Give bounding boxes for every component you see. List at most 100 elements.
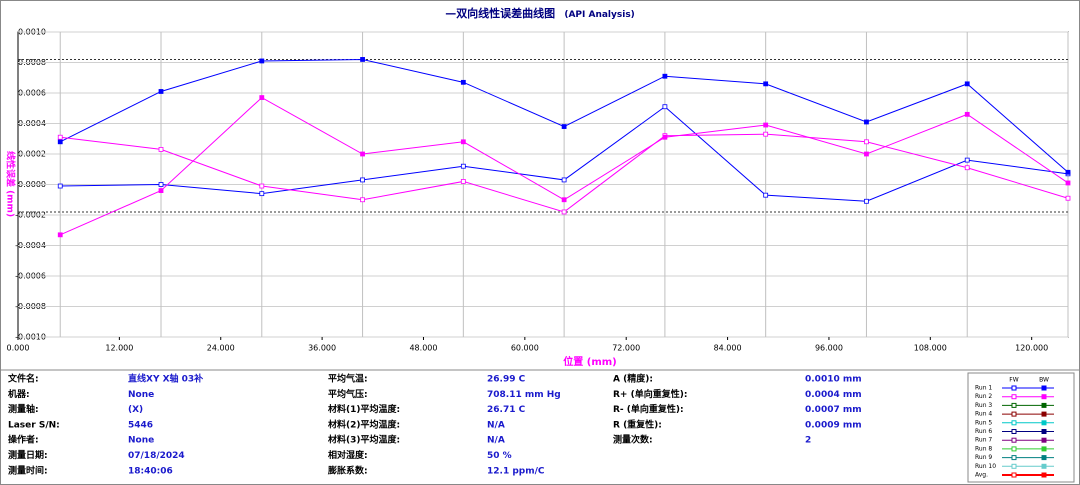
data-point: [864, 151, 869, 157]
legend-marker: [1041, 411, 1047, 417]
data-point: [460, 79, 466, 85]
info-value: N/A: [487, 436, 505, 446]
legend-label: Run 3: [975, 402, 992, 409]
legend-marker: [1011, 420, 1017, 426]
info-label: 膨胀系数:: [327, 464, 368, 476]
x-tick-label: 120.000: [1015, 344, 1048, 353]
info-value: 0.0009 mm: [805, 420, 862, 430]
data-point: [259, 191, 265, 197]
x-tick-label: 12.000: [105, 344, 133, 353]
data-point: [460, 163, 466, 169]
x-tick-label: 72.000: [612, 344, 640, 353]
legend-marker: [1041, 429, 1047, 434]
info-label: 材料(1)平均温度:: [327, 403, 400, 415]
data-point: [1065, 180, 1071, 186]
data-point: [57, 232, 63, 238]
legend-label: Run 6: [975, 428, 992, 435]
info-label: 材料(3)平均温度:: [327, 434, 400, 446]
legend-marker: [1011, 455, 1017, 461]
data-point: [763, 192, 769, 198]
data-point: [57, 183, 63, 189]
data-point: [158, 188, 164, 194]
legend-marker: [1041, 420, 1047, 426]
info-value: 0.0004 mm: [805, 390, 862, 400]
legend-marker: [1011, 429, 1017, 434]
data-point: [360, 197, 365, 203]
data-point: [864, 139, 869, 145]
legend-label: Run 9: [975, 454, 992, 461]
legend-marker: [1041, 394, 1047, 400]
info-label: 平均气温:: [328, 373, 368, 385]
info-label: 机器:: [8, 388, 30, 400]
data-point: [561, 177, 567, 183]
x-tick-label: 96.000: [815, 344, 843, 353]
info-value: 2: [805, 436, 811, 446]
info-value: 0.0010 mm: [805, 375, 862, 385]
legend-label: Run 8: [975, 445, 992, 452]
data-point: [259, 58, 265, 64]
info-label: Laser S/N:: [8, 420, 60, 430]
info-value: None: [128, 436, 154, 446]
info-value: (X): [128, 405, 143, 415]
x-tick-label: 60.000: [511, 344, 539, 353]
info-value: 5446: [128, 420, 153, 430]
info-label: 测量日期:: [8, 449, 48, 461]
legend-marker: [1041, 455, 1047, 461]
legend-marker: [1011, 437, 1017, 443]
data-point: [360, 151, 365, 157]
chart-title: —双向线性误差曲线图: [445, 6, 555, 20]
legend-label: Run 10: [975, 463, 996, 470]
data-point: [964, 157, 970, 163]
legend-marker: [1041, 446, 1047, 452]
legend-label: Run 5: [975, 419, 992, 426]
data-point: [864, 198, 869, 204]
info-value: 26.71 C: [487, 405, 526, 415]
data-point: [1065, 169, 1071, 175]
data-point: [158, 147, 164, 152]
data-point: [1065, 195, 1071, 201]
data-point: [763, 81, 769, 87]
data-point: [561, 209, 567, 215]
data-point: [864, 119, 869, 125]
legend-marker: [1011, 472, 1017, 478]
legend-marker: [1041, 472, 1047, 478]
data-point: [662, 134, 668, 140]
info-value: 12.1 ppm/C: [487, 466, 545, 476]
legend-label: Avg.: [975, 472, 988, 479]
data-point: [57, 139, 63, 145]
info-label: R (重复性):: [613, 418, 662, 430]
info-value: 0.0007 mm: [805, 405, 862, 415]
info-label: 相对湿度:: [328, 449, 368, 461]
legend-marker: [1041, 437, 1047, 443]
info-label: 文件名:: [7, 373, 39, 385]
legend-marker: [1041, 463, 1047, 469]
legend-header: FW: [1009, 377, 1018, 384]
legend-label: Run 2: [975, 393, 992, 400]
legend-label: Run 1: [975, 385, 992, 392]
info-label: 平均气压:: [328, 388, 368, 400]
data-point: [259, 183, 265, 189]
info-label: 材料(2)平均温度:: [327, 418, 400, 430]
data-point: [259, 95, 265, 100]
info-label: A (精度):: [613, 373, 653, 385]
y-axis-label: 线性误差 (mm): [5, 151, 17, 217]
legend-marker: [1011, 463, 1017, 469]
info-value: N/A: [487, 420, 505, 430]
data-point: [360, 177, 365, 183]
data-point: [662, 73, 668, 79]
x-tick-label: 36.000: [308, 344, 336, 353]
legend-label: Run 4: [975, 411, 992, 418]
info-label: 测量轴:: [8, 403, 39, 415]
data-point: [460, 139, 466, 145]
info-value: 708.11 mm Hg: [487, 390, 561, 400]
info-value: 50 %: [487, 451, 512, 461]
data-point: [561, 124, 567, 129]
legend-label: Run 7: [975, 437, 992, 444]
legend-marker: [1011, 394, 1017, 400]
data-point: [763, 131, 769, 137]
legend-marker: [1011, 411, 1017, 417]
data-point: [964, 111, 970, 117]
legend-marker: [1011, 402, 1017, 408]
legend-marker: [1041, 385, 1047, 391]
